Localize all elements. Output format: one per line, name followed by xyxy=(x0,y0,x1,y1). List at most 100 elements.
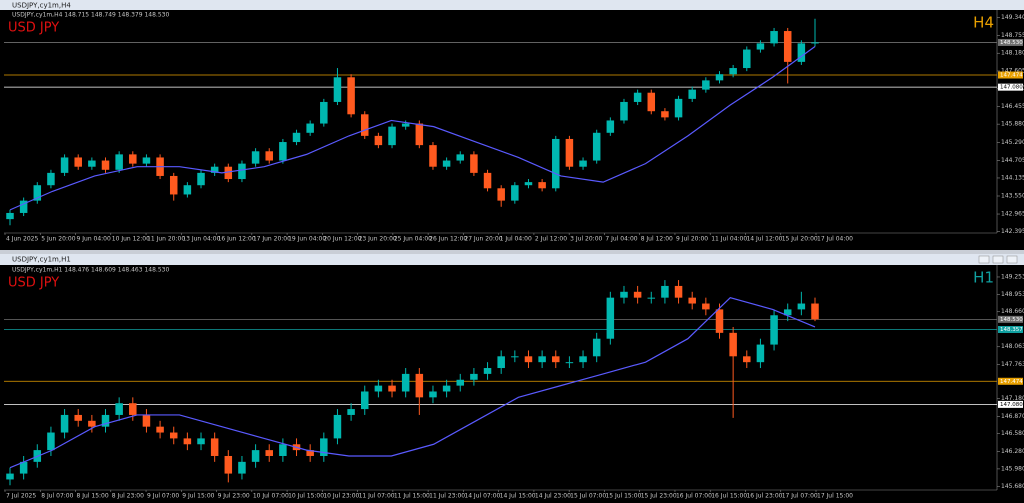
candle-body xyxy=(279,444,287,456)
x-tick-label: 8 Jul 15:00 xyxy=(77,493,109,500)
candle-body xyxy=(620,291,628,298)
price-level-box xyxy=(998,326,1023,334)
candle-body xyxy=(538,182,546,189)
candle-body xyxy=(374,385,383,392)
candle-body xyxy=(333,77,342,102)
candle-body xyxy=(811,303,819,320)
y-tick-label: 144.705 xyxy=(1001,157,1024,164)
candle-body xyxy=(415,373,424,398)
chart-header: USDJPY,cy1m,H4 148.715 148.749 148.379 1… xyxy=(12,12,169,19)
candle-body xyxy=(497,356,505,369)
candle-body xyxy=(415,123,424,146)
x-tick-label: 15 Jul 15:00 xyxy=(605,493,641,500)
candle-body xyxy=(592,132,601,161)
candle-body xyxy=(483,172,492,189)
candle-body xyxy=(401,123,410,127)
candle-body xyxy=(197,438,205,445)
symbol-label: USD JPY xyxy=(8,21,59,36)
candle-body xyxy=(456,154,465,161)
candle-body xyxy=(470,154,478,173)
candle-body xyxy=(702,80,710,90)
y-tick-label: 148.755 xyxy=(1001,32,1024,39)
candle-body xyxy=(183,438,192,445)
price-level-label: 148.357 xyxy=(1000,327,1023,333)
x-tick-label: 26 Jun 12:00 xyxy=(429,236,467,243)
candle-body xyxy=(265,450,273,456)
candle-body xyxy=(238,163,246,180)
candle-body xyxy=(115,403,123,415)
candle-body xyxy=(360,391,369,410)
candle-body xyxy=(524,356,533,363)
title-bar[interactable] xyxy=(0,254,1024,265)
price-level-label: 148.530 xyxy=(1000,40,1023,46)
x-tick-label: 8 Jul 23:00 xyxy=(112,493,144,500)
candle-body xyxy=(129,154,137,164)
y-tick-label: 145.880 xyxy=(1001,121,1024,128)
price-level-label: 147.080 xyxy=(1000,85,1023,91)
candle-body xyxy=(306,450,314,456)
timeframe-label: H4 xyxy=(973,14,994,32)
candle-body xyxy=(606,120,615,133)
x-tick-label: 23 Jun 20:00 xyxy=(359,236,397,243)
x-tick-label: 11 Jul 23:00 xyxy=(429,493,465,500)
candle-body xyxy=(251,450,260,462)
candle-body xyxy=(265,151,273,161)
x-tick-label: 10 Jul 07:00 xyxy=(253,493,289,500)
candle-body xyxy=(388,126,396,146)
x-tick-label: 17 Jul 04:00 xyxy=(817,236,853,243)
candle-body xyxy=(511,185,519,201)
candle-body xyxy=(770,315,778,345)
title-bar[interactable] xyxy=(0,0,1024,10)
minimize-button[interactable] xyxy=(978,255,990,264)
x-tick-label: 11 Jul 15:00 xyxy=(394,493,430,500)
x-tick-label: 17 Jun 20:00 xyxy=(253,236,291,243)
candle-body xyxy=(210,166,219,173)
candle-body xyxy=(633,92,642,102)
candle-body xyxy=(129,403,137,415)
candle-body xyxy=(729,332,737,357)
candle-body xyxy=(620,101,628,121)
price-level-box xyxy=(998,38,1023,46)
candle-body xyxy=(674,285,683,298)
window-title: USDJPY,cy1m,H4 xyxy=(12,2,71,10)
candle-body xyxy=(333,414,342,439)
candle-body xyxy=(374,135,383,146)
x-tick-label: 13 Jun 04:00 xyxy=(182,236,220,243)
candle-body xyxy=(74,157,82,167)
price-level-box xyxy=(998,83,1023,91)
price-level-label: 147.080 xyxy=(1000,402,1023,408)
candle-body xyxy=(320,438,328,456)
candle-body xyxy=(19,200,28,213)
y-tick-label: 149.253 xyxy=(1001,273,1024,280)
candle-body xyxy=(74,414,82,421)
y-tick-label: 145.980 xyxy=(1001,465,1024,472)
y-tick-label: 146.455 xyxy=(1001,103,1024,110)
maximize-button[interactable] xyxy=(992,255,1004,264)
x-tick-label: 11 Jul 07:00 xyxy=(359,493,395,500)
candle-body xyxy=(347,409,355,415)
candle-body xyxy=(661,111,669,118)
close-button[interactable] xyxy=(1006,255,1018,264)
x-tick-label: 14 Jul 15:00 xyxy=(500,493,536,500)
x-tick-label: 8 Jul 12:00 xyxy=(641,236,673,243)
candle-body xyxy=(674,98,683,118)
y-tick-label: 145.680 xyxy=(1001,483,1024,490)
moving-average xyxy=(9,45,816,211)
candle-body xyxy=(606,297,615,339)
x-tick-label: 11 Jun 20:00 xyxy=(147,236,185,243)
candle-body xyxy=(19,461,28,474)
candle-body xyxy=(743,356,751,363)
price-level-label: 148.530 xyxy=(1000,317,1023,323)
y-tick-label: 142.965 xyxy=(1001,211,1024,218)
candle-body xyxy=(169,432,178,439)
candle-body xyxy=(197,172,205,186)
window-title: USDJPY,cy1m,H1 xyxy=(12,256,71,264)
x-tick-label: 27 Jun 20:00 xyxy=(464,236,502,243)
candle-body xyxy=(142,414,151,427)
x-tick-label: 11 Jul 04:00 xyxy=(711,236,747,243)
candle-body xyxy=(47,172,55,186)
chart-header: USDJPY,cy1m,H1 148.476 148.609 148.463 1… xyxy=(12,267,169,274)
candle-body xyxy=(347,77,355,115)
x-tick-label: 10 Jul 15:00 xyxy=(288,493,324,500)
